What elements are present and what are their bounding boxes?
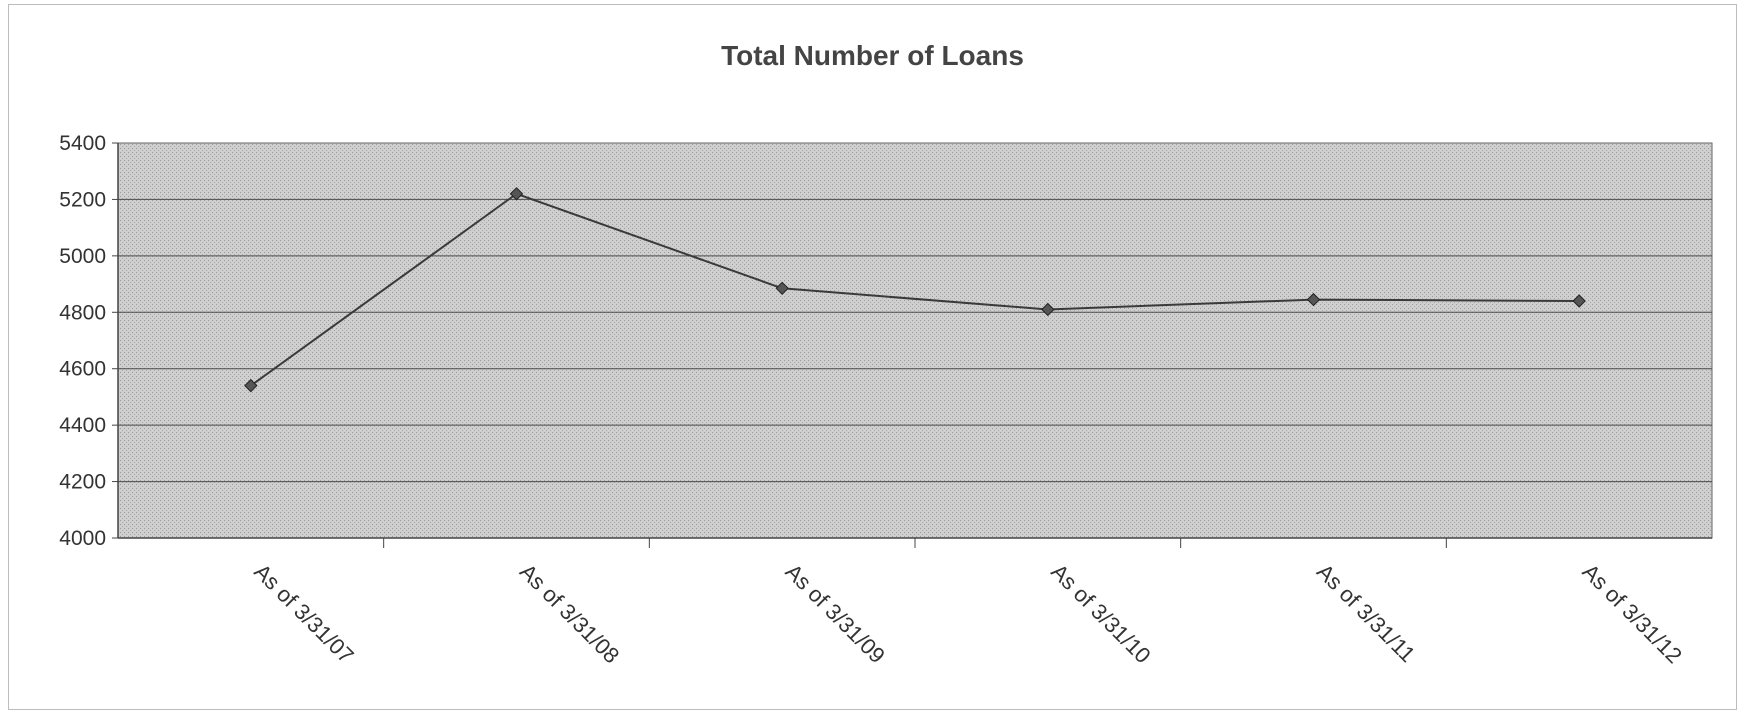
y-tick-label: 4000 [59,527,106,550]
series-line [250,192,1580,387]
y-tick-label: 4200 [59,471,106,494]
x-tick-label: As of 3/31/08 [515,559,624,668]
data-point [1572,294,1586,308]
plot-area [117,142,1713,539]
data-point [244,378,258,393]
data-point [509,187,524,201]
x-tick-label: As of 3/31/12 [1578,559,1687,668]
y-tick-label: 4800 [59,301,106,324]
data-point [1306,292,1321,307]
y-tick-label: 4600 [59,358,106,381]
x-tick-label: As of 3/31/10 [1046,559,1155,668]
chart-title: Total Number of Loans [721,40,1024,71]
y-tick-label: 5400 [59,132,106,155]
y-tick-label: 5000 [59,245,106,268]
x-tick-label: As of 3/31/09 [781,559,890,668]
y-tick-label: 4400 [59,414,106,437]
data-point [775,281,789,296]
data-point [1041,302,1055,317]
y-tick-label: 5200 [59,188,106,211]
chart-frame [8,4,1737,710]
x-tick-label: As of 3/31/11 [1312,559,1420,667]
x-tick-label: As of 3/31/07 [249,559,358,668]
